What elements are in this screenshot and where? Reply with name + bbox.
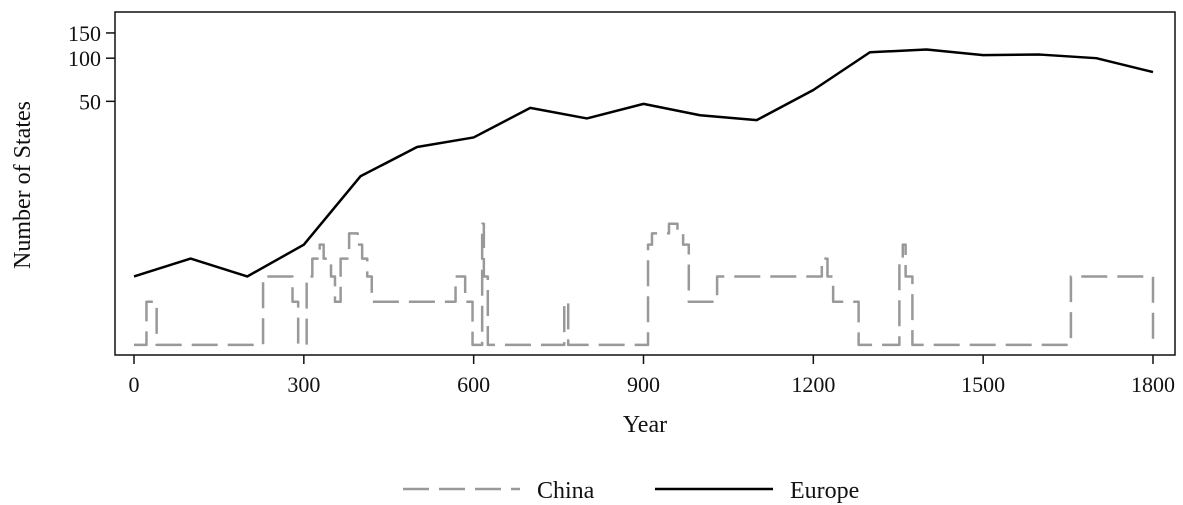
x-tick-label: 600 [457, 372, 490, 397]
series-layer [133, 48, 1155, 347]
x-tick-label: 1200 [791, 372, 835, 397]
plot-frame [114, 11, 1176, 356]
legend-label-china: China [537, 478, 595, 504]
y-axis-title: Number of States [10, 101, 36, 269]
legend: China Europe [403, 478, 859, 504]
x-tick-label: 1800 [1131, 372, 1175, 397]
series-line-china [134, 222, 1155, 347]
x-axis: 0 300 600 900 1200 1500 1800 [129, 355, 1175, 397]
legend-label-europe: Europe [790, 478, 859, 504]
x-tick-label: 1500 [961, 372, 1005, 397]
series-line-europe [133, 48, 1154, 278]
x-axis-title: Year [623, 412, 667, 438]
x-tick-label: 0 [129, 372, 140, 397]
x-tick-label: 300 [287, 372, 320, 397]
y-tick-label: 50 [79, 89, 101, 114]
y-tick-label: 150 [68, 21, 101, 46]
x-tick-label: 900 [627, 372, 660, 397]
y-tick-label: 100 [68, 46, 101, 71]
